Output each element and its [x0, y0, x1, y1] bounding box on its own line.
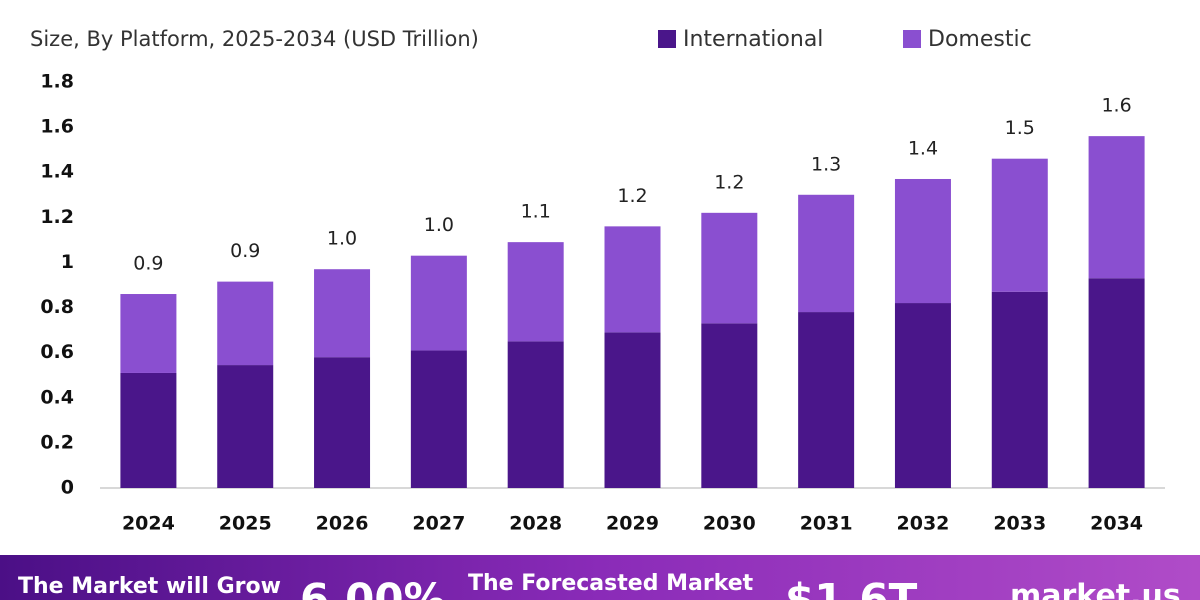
bar-segment	[217, 281, 274, 366]
banner-text: The Market will Grow	[18, 574, 281, 599]
bar-segment	[120, 372, 177, 488]
x-tick-label: 2027	[412, 513, 465, 535]
x-tick-label: 2029	[606, 513, 659, 535]
bar-segment	[1088, 136, 1145, 279]
x-tick-label: 2034	[1090, 513, 1143, 535]
chart-subtitle: Size, By Platform, 2025-2034 (USD Trilli…	[30, 27, 479, 51]
bar-segment	[798, 312, 855, 488]
total-label: 1.0	[424, 214, 454, 236]
banner-value: $1.6T	[785, 575, 918, 600]
y-tick-label: 1.8	[40, 71, 74, 93]
x-tick-label: 2031	[800, 513, 853, 535]
y-tick-label: 0.8	[40, 296, 74, 318]
y-tick-label: 0.6	[40, 341, 74, 363]
bar-segment	[991, 291, 1048, 488]
bar-segment	[991, 158, 1048, 292]
bar-segment	[604, 226, 661, 333]
total-label: 1.2	[617, 185, 647, 207]
bar-segment	[217, 365, 274, 488]
x-tick-label: 2033	[993, 513, 1046, 535]
y-tick-label: 1.2	[40, 206, 74, 228]
total-label: 1.1	[521, 201, 551, 223]
brand: market.us	[1010, 579, 1181, 600]
x-tick-label: 2032	[897, 513, 950, 535]
total-label: 1.3	[811, 153, 841, 175]
banner-text: The Forecasted Market	[468, 571, 754, 596]
y-tick-label: 0.2	[40, 431, 74, 453]
bar-segment	[507, 341, 564, 488]
x-tick-label: 2024	[122, 513, 175, 535]
total-label: 1.4	[908, 137, 938, 159]
total-label: 1.5	[1005, 117, 1035, 139]
legend-swatch	[658, 30, 676, 48]
x-tick-label: 2026	[316, 513, 369, 535]
bar-segment	[604, 332, 661, 488]
total-label: 1.0	[327, 228, 357, 250]
bar-segment	[314, 269, 371, 358]
bar-segment	[507, 242, 564, 342]
bar-segment	[701, 323, 758, 488]
bar-segment	[120, 294, 177, 373]
legend-label: International	[683, 27, 823, 52]
banner	[0, 555, 1200, 600]
banner-value: 6.00%	[300, 575, 446, 600]
y-tick-label: 0	[61, 477, 74, 499]
y-tick-label: 1.4	[40, 161, 74, 183]
bar-segment	[894, 303, 951, 488]
bar-segment	[410, 350, 467, 488]
bar-segment	[410, 255, 467, 351]
y-tick-label: 1.6	[40, 116, 74, 138]
x-tick-label: 2030	[703, 513, 756, 535]
x-tick-label: 2028	[509, 513, 562, 535]
total-label: 1.2	[714, 171, 744, 193]
total-label: 0.9	[230, 240, 260, 262]
y-tick-label: 1	[61, 251, 74, 273]
bar-segment	[314, 357, 371, 488]
bar-segment	[894, 178, 951, 304]
y-tick-label: 0.4	[40, 386, 74, 408]
bar-segment	[1088, 278, 1145, 488]
legend-swatch	[903, 30, 921, 48]
bar-segment	[798, 194, 855, 313]
x-tick-label: 2025	[219, 513, 272, 535]
total-label: 0.9	[133, 253, 163, 275]
total-label: 1.6	[1101, 95, 1131, 117]
bar-segment	[701, 212, 758, 324]
legend-label: Domestic	[928, 27, 1032, 52]
